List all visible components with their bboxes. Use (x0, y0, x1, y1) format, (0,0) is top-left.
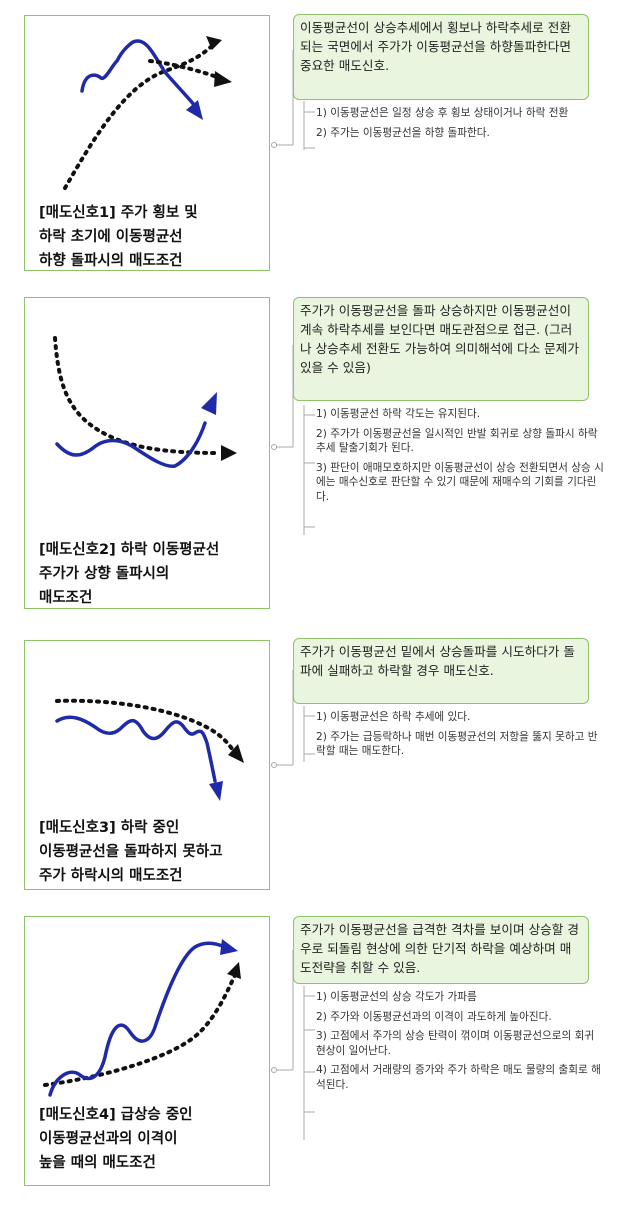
signal-summary-2: 주가가 이동평균선을 돌파 상승하지만 이동평균선이 계속 하락추세를 보인다면… (293, 297, 589, 401)
moving-average-arrowhead (206, 36, 222, 50)
signal-summary-4: 주가가 이동평균선을 급격한 격차를 보이며 상승할 경우로 되돌림 현상에 의… (293, 916, 589, 984)
price-line (80, 39, 197, 108)
price-line (48, 941, 227, 1097)
signal-section-1: [매도신호1] 주가 횡보 및 하락 초기에 이동평균선 하향 돌파시의 매도조… (0, 0, 619, 285)
moving-average-line (43, 973, 237, 1087)
signal-section-2: [매도신호2] 하락 이동평균선 주가가 상향 돌파시의 매도조건 주가가 이동… (0, 285, 619, 620)
moving-average-line (55, 698, 237, 755)
signal-item: 4) 고점에서 거래량의 증가와 주가 하락은 매도 물량의 출회로 해석된다. (316, 1064, 601, 1091)
signal-item: 2) 주가와 이동평균선과의 이격이 과도하게 높아진다. (316, 1010, 552, 1023)
signal-item: 1) 이동평균선 하락 각도는 유지된다. (316, 408, 481, 420)
signal-title-3: [매도신호3] 하락 중인 이동평균선을 돌파하지 못하고 주가 하락시의 매도… (39, 820, 223, 884)
price-arrowhead (209, 781, 223, 801)
signal-items-1: 1) 이동평균선은 일정 상승 후 횡보 상태이거나 하락 전환 2) 주가는 … (316, 106, 606, 145)
signal-item: 1) 이동평균선은 일정 상승 후 횡보 상태이거나 하락 전환 (316, 107, 569, 119)
signal-title-1: [매도신호1] 주가 횡보 및 하락 초기에 이동평균선 하향 돌파시의 매도조… (39, 205, 198, 269)
signal-chart-4 (43, 939, 241, 1097)
connector-tree-1 (271, 50, 315, 150)
price-line (55, 421, 207, 468)
moving-average-second-line (148, 59, 222, 80)
moving-average-arrowhead (227, 962, 241, 979)
moving-average-second-arrowhead (214, 71, 232, 87)
moving-average-line (53, 336, 222, 455)
signal-card-1: [매도신호1] 주가 횡보 및 하락 초기에 이동평균선 하향 돌파시의 매도조… (24, 15, 270, 271)
signal-summary-1: 이동평균선이 상승추세에서 횡보나 하락추세로 전환되는 국면에서 주가가 이동… (293, 14, 589, 100)
signal-title-2: [매도신호2] 하락 이동평균선 주가가 상향 돌파시의 매도조건 (39, 542, 220, 606)
signal-chart-3 (55, 698, 244, 801)
price-arrowhead (220, 939, 238, 955)
signal-item: 1) 이동평균선의 상승 각도가 가파름 (316, 991, 477, 1003)
signal-card-2: [매도신호2] 하락 이동평균선 주가가 상향 돌파시의 매도조건 (24, 297, 270, 609)
signal-item: 2) 주가는 이동평균선을 하향 돌파한다. (316, 126, 490, 139)
signal-chart-1 (63, 36, 232, 190)
signal-items-2: 1) 이동평균선 하락 각도는 유지된다. 2) 주가가 이동평균선을 일시적인… (316, 407, 606, 509)
price-line (55, 715, 217, 783)
moving-average-line (63, 41, 217, 190)
signal-card-3: [매도신호3] 하락 중인 이동평균선을 돌파하지 못하고 주가 하락시의 매도… (24, 640, 270, 890)
connector-tree-2 (271, 345, 315, 535)
signal-chart-2 (53, 336, 237, 468)
signal-item: 3) 고점에서 주가의 상승 탄력이 꺾이며 이동평균선으로의 회귀 현상이 일… (316, 1030, 595, 1057)
signal-item: 2) 주가는 급등락하나 매번 이동평균선의 저항을 뚫지 못하고 반락할 때는… (316, 730, 598, 758)
signal-items-4: 1) 이동평균선의 상승 각도가 가파름 2) 주가와 이동평균선과의 이격이 … (316, 990, 606, 1097)
signal-title-4: [매도신호4] 급상승 중인 이동평균선과의 이격이 높을 때의 매도조건 (39, 1107, 193, 1171)
signal-card-4: [매도신호4] 급상승 중인 이동평균선과의 이격이 높을 때의 매도조건 (24, 916, 270, 1186)
signal-section-3: [매도신호3] 하락 중인 이동평균선을 돌파하지 못하고 주가 하락시의 매도… (0, 620, 619, 900)
moving-average-arrowhead (228, 744, 244, 763)
price-arrowhead (186, 100, 203, 120)
signal-item: 2) 주가가 이동평균선을 일시적인 반발 회귀로 상향 돌파시 하락 추세 탈… (316, 427, 598, 455)
signal-items-3: 1) 이동평균선은 하락 추세에 있다. 2) 주가는 급등락하나 매번 이동평… (316, 710, 606, 764)
signal-section-4: [매도신호4] 급상승 중인 이동평균선과의 이격이 높을 때의 매도조건 주가… (0, 900, 619, 1190)
connector-tree-4 (271, 950, 315, 1140)
moving-average-arrowhead (221, 445, 237, 461)
signal-item: 3) 판단이 애매모호하지만 이동평균선이 상승 전환되면서 상승 시에는 매수… (316, 461, 604, 503)
signal-item: 1) 이동평균선은 하락 추세에 있다. (316, 711, 471, 723)
signal-summary-3: 주가가 이동평균선 밑에서 상승돌파를 시도하다가 돌파에 실패하고 하락할 경… (293, 638, 589, 704)
price-arrowhead (201, 392, 217, 415)
connector-tree-3 (271, 670, 315, 768)
